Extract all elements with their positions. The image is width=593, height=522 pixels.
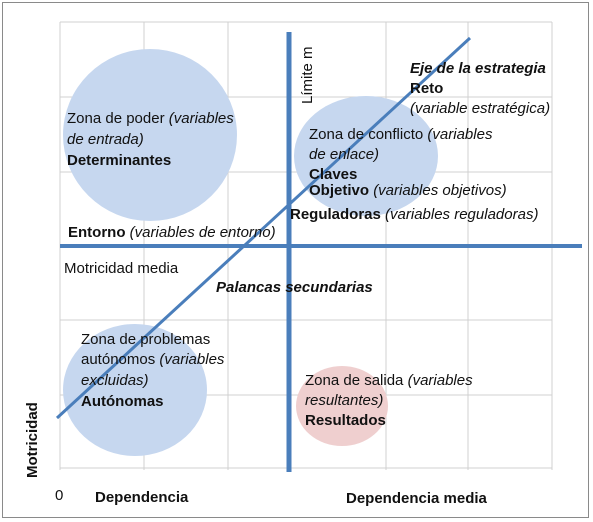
power-zone-title: Zona de poder [67, 110, 165, 127]
power-zone-text: Zona de poder (variables [67, 108, 234, 129]
y-axis-label: Motricidad [24, 402, 41, 478]
autonomous-desc-a: (variables [159, 351, 225, 368]
conflict-reguladoras-desc: (variables reguladoras) [385, 206, 539, 223]
entorno-desc: (variables de entorno) [129, 224, 276, 241]
entorno-name: Entorno [68, 224, 126, 241]
conflict-zone-text: Zona de conflicto (variables [309, 124, 492, 145]
autonomous-desc-b: excluidas) [81, 372, 149, 389]
output-zone-desc-b: resultantes) [305, 392, 384, 409]
power-zone-name: Determinantes [67, 152, 172, 169]
conflict-objetivo-line: Objetivo (variables objetivos) [309, 180, 507, 201]
diagram-frame [2, 2, 589, 518]
conflict-claves: Claves [309, 166, 358, 183]
strategy-reto-desc: (variable estratégica) [410, 100, 551, 117]
output-zone-circle [296, 366, 388, 446]
autonomous-title-a: Zona de problemas [81, 331, 211, 348]
limit-label: Límite m [299, 46, 316, 104]
palancas-label: Palancas secundarias [216, 279, 373, 296]
strategy-axis-line [55, 36, 472, 420]
power-zone-desc-b: de entrada) [67, 131, 144, 148]
output-zone-name: Resultados [305, 412, 386, 429]
conflict-reguladoras: Reguladoras [290, 206, 381, 223]
conflict-zone-desc-a: (variables [427, 126, 493, 143]
conflict-reguladoras-line: Reguladoras (variables reguladoras) [290, 204, 538, 225]
autonomous-title-line: autónomos (variables [81, 349, 224, 370]
entorno-line: Entorno (variables de entorno) [68, 222, 276, 243]
power-zone-circle [63, 49, 237, 221]
x-median-label: Dependencia media [346, 490, 487, 507]
origin-label: 0 [55, 487, 64, 504]
output-zone-title: Zona de salida [305, 372, 404, 389]
autonomous-zone-circle [63, 324, 207, 456]
conflict-zone-title: Zona de conflicto [309, 126, 424, 143]
x-axis-label: Dependencia [95, 489, 189, 506]
strategy-axis-title: Eje de la estrategia [410, 60, 546, 77]
autonomous-title-b: autónomos [81, 351, 156, 368]
autonomous-name: Autónomas [81, 393, 164, 410]
strategy-reto: Reto [410, 80, 444, 97]
conflict-objetivo-desc: (variables objetivos) [373, 182, 507, 199]
conflict-objetivo: Objetivo [309, 182, 370, 199]
output-zone-desc-a: (variables [407, 372, 473, 389]
y-median-label: Motricidad media [64, 260, 179, 277]
conflict-zone-circle [294, 96, 438, 216]
power-zone-desc-a: (variables [168, 110, 234, 127]
conflict-zone-desc-b: de enlace) [309, 146, 380, 163]
output-zone-line: Zona de salida (variables [305, 370, 473, 391]
